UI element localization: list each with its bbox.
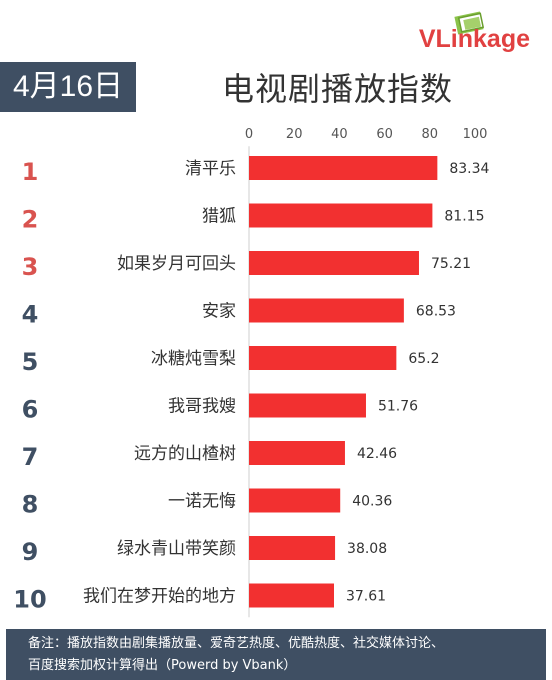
value-label: 37.61: [346, 589, 386, 605]
bar: [249, 536, 336, 560]
bar: [249, 393, 366, 418]
category-label: 冰糖炖雪梨: [151, 349, 236, 369]
rank-number: 6: [22, 396, 39, 424]
category-label: 猎狐: [202, 207, 236, 227]
category-label: 我哥我嫂: [168, 397, 236, 417]
value-label: 51.76: [378, 399, 418, 415]
value-label: 81.15: [444, 209, 484, 225]
x-tick-label: 40: [331, 127, 348, 142]
value-label: 42.46: [357, 446, 397, 462]
bar: [249, 346, 397, 370]
category-label: 绿水青山带笑颜: [117, 539, 236, 559]
footnote: 备注：播放指数由剧集播放量、爱奇艺热度、优酷热度、社交媒体讨论、 百度搜索加权计…: [6, 629, 546, 680]
bar: [249, 156, 438, 180]
bar: [249, 298, 404, 323]
x-tick-label: 0: [245, 127, 253, 142]
value-label: 68.53: [416, 304, 456, 320]
value-label: 65.2: [408, 351, 439, 367]
rank-number: 5: [22, 348, 39, 376]
bars: 1 清平乐 83.34 2 猎狐 81.15 3 如果岁月可回头 75.21 4 安家 68.53 5 冰…: [13, 156, 490, 614]
x-tick-label: 80: [422, 127, 439, 142]
bar: [249, 203, 433, 228]
chart-title: 电视剧播放指数: [222, 70, 454, 108]
rank-number: 7: [22, 443, 39, 471]
x-tick-label: 60: [376, 127, 393, 142]
bar: [249, 251, 419, 275]
footnote-line-1: 备注：播放指数由剧集播放量、爱奇艺热度、优酷热度、社交媒体讨论、: [28, 636, 445, 651]
bar: [249, 583, 334, 608]
rank-number: 2: [22, 206, 39, 234]
value-label: 38.08: [347, 541, 387, 557]
category-label: 我们在梦开始的地方: [83, 587, 236, 607]
rank-number: 1: [22, 158, 39, 186]
bar: [249, 488, 341, 513]
logo-icon: [454, 11, 485, 35]
category-label: 一诺无悔: [168, 492, 236, 512]
rank-number: 4: [22, 301, 39, 329]
category-label: 如果岁月可回头: [117, 254, 236, 274]
rank-number: 3: [22, 253, 39, 281]
x-tick-label: 100: [463, 127, 488, 142]
x-tick-label: 20: [286, 127, 303, 142]
value-label: 75.21: [431, 256, 471, 272]
date-badge: 4月16日: [0, 62, 136, 112]
rank-number: 8: [22, 491, 39, 519]
category-label: 远方的山楂树: [134, 444, 236, 464]
bar: [249, 441, 345, 465]
category-label: 清平乐: [185, 159, 236, 179]
value-label: 83.34: [449, 161, 489, 177]
footnote-line-2: 百度搜索加权计算得出（Powerd by Vbank）: [28, 658, 297, 673]
category-label: 安家: [202, 302, 236, 322]
logo-text: VLinkage: [418, 25, 530, 53]
value-label: 40.36: [352, 494, 392, 510]
rank-number: 10: [13, 586, 46, 614]
rank-number: 9: [22, 538, 39, 566]
